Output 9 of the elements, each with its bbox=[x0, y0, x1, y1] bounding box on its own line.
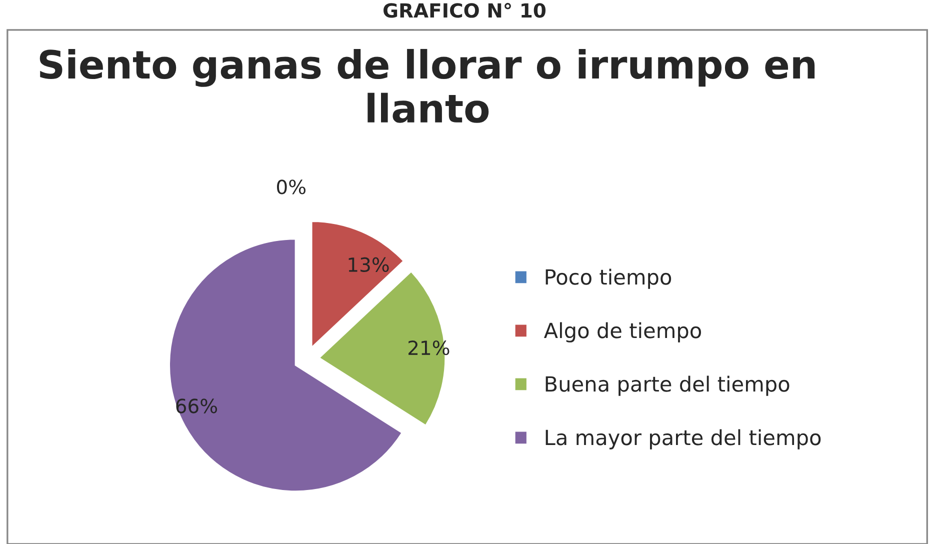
data-label: 66% bbox=[176, 398, 218, 414]
chart-title: Siento ganas de llorar o irrumpo en llanto bbox=[40, 48, 815, 123]
legend-label: Poco tiempo bbox=[546, 268, 672, 289]
data-label: 13% bbox=[348, 257, 389, 272]
legend-label: Algo de tiempo bbox=[544, 322, 701, 342]
legend-label: La mayor parte del tiempo bbox=[546, 429, 821, 450]
text: 0% bbox=[277, 180, 306, 194]
legend-label: Buena parte del tiempo bbox=[546, 376, 790, 396]
text: GRAFICO N° 10 bbox=[384, 2, 546, 18]
